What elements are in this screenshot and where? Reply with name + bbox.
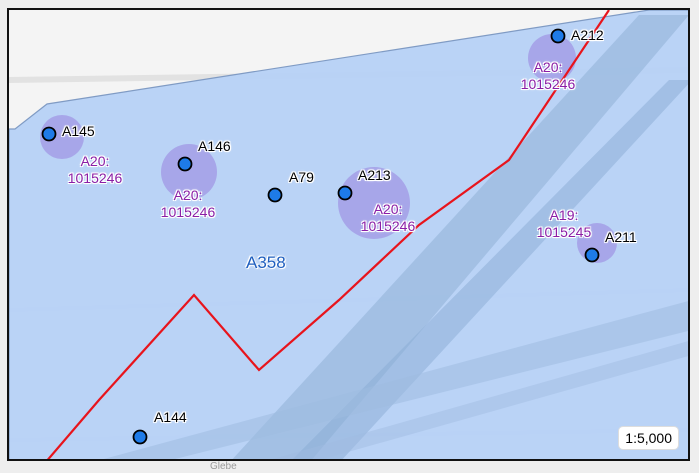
point-a211[interactable] xyxy=(584,247,600,263)
point-halo xyxy=(528,34,576,82)
point-label-a146: A146 xyxy=(198,138,231,154)
road-band xyxy=(103,301,688,459)
road-band xyxy=(273,341,688,459)
sublabel-a146: A20: 1015246 xyxy=(152,187,224,221)
point-label-a79: A79 xyxy=(289,169,314,185)
point-a79[interactable] xyxy=(267,187,283,203)
point-a144[interactable] xyxy=(132,429,148,445)
sublabel-a213: A20: 1015246 xyxy=(352,201,424,235)
point-a145[interactable] xyxy=(41,126,57,142)
sublabel-line1: A20: xyxy=(80,153,110,169)
point-a146[interactable] xyxy=(177,156,193,172)
scale-indicator: 1:5,000 xyxy=(619,427,678,449)
sublabel-a211: A19: 1015245 xyxy=(528,207,600,241)
sublabel-a212: A20: 1015246 xyxy=(512,59,584,93)
sublabel-line1: A20: xyxy=(533,59,563,75)
road-band xyxy=(292,80,688,459)
sublabel-line2: 1015246 xyxy=(520,76,576,92)
sublabel-line2: 1015246 xyxy=(67,170,123,186)
sublabel-line2: 1015245 xyxy=(536,224,592,240)
area-polygon-a358 xyxy=(9,10,688,459)
sublabel-extra: A20: 1015246 xyxy=(59,153,131,187)
map-view[interactable]: A145 A146 A79 A213 A212 A211 A144 A20: 1… xyxy=(7,8,690,461)
point-label-a212: A212 xyxy=(571,27,604,43)
area-label-a358: A358 xyxy=(246,253,286,272)
boundary-line xyxy=(46,10,610,459)
point-a213[interactable] xyxy=(337,185,353,201)
sublabel-line1: A20: xyxy=(373,201,403,217)
sublabel-line2: 1015246 xyxy=(160,204,216,220)
point-label-a145: A145 xyxy=(62,123,95,139)
point-halo xyxy=(40,115,84,159)
point-label-a144: A144 xyxy=(154,409,187,425)
point-halo xyxy=(161,144,217,200)
point-label-a213: A213 xyxy=(358,167,391,183)
sublabel-line2: 1015246 xyxy=(360,218,416,234)
map-canvas[interactable] xyxy=(9,10,690,461)
point-halo xyxy=(338,167,410,239)
point-label-a211: A211 xyxy=(605,229,637,245)
background-street-label: Glebe xyxy=(210,461,237,472)
road-band xyxy=(232,15,688,459)
sublabel-line1: A20: xyxy=(173,187,203,203)
sublabel-line1: A19: xyxy=(549,207,579,223)
point-a212[interactable] xyxy=(550,28,566,44)
